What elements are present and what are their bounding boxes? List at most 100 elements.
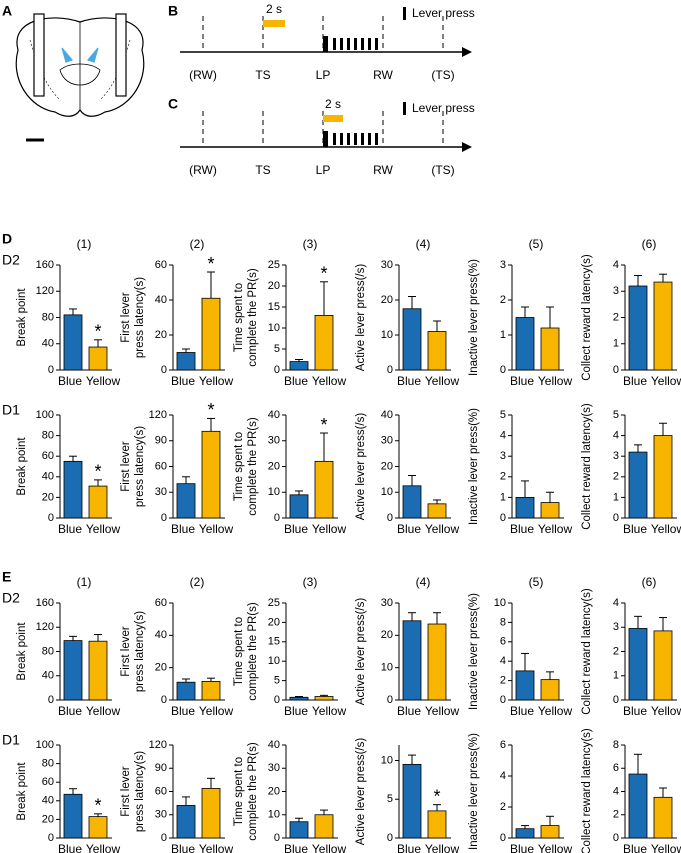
y-tick-label: 2: [500, 471, 506, 483]
y-tick-label: 30: [381, 259, 393, 271]
y-axis-label: Time spent to: [233, 617, 245, 686]
bar: [314, 696, 334, 701]
y-axis-label: press latency(s): [134, 751, 146, 832]
y-axis-label: Active lever press(/s): [355, 738, 367, 846]
y-tick-label: 1: [500, 491, 506, 503]
y-tick-label: 4: [500, 430, 506, 442]
y-tick-label: 10: [268, 486, 280, 498]
bar: [314, 814, 334, 839]
x-tick-label: Yellow: [651, 842, 681, 853]
bar: [540, 502, 560, 519]
event-label: LP: [316, 163, 331, 177]
bar: [515, 317, 535, 371]
legend-press: [403, 102, 406, 115]
panel-label: D: [2, 231, 12, 247]
y-tick-label: 0: [500, 512, 506, 524]
x-tick-label: Blue: [623, 704, 647, 718]
bar: [289, 361, 309, 371]
x-tick-label: Yellow: [86, 374, 121, 388]
y-tick-label: 4: [500, 655, 506, 667]
bar: [289, 696, 309, 701]
duration-label: 2 s: [325, 97, 341, 111]
y-tick-label: 10: [268, 809, 280, 821]
y-axis-label: Collect reward latency(s): [581, 588, 593, 715]
bar: [628, 451, 648, 519]
column-label: (1): [77, 575, 92, 589]
press-tick: [368, 133, 371, 145]
y-tick-label: 0: [613, 512, 619, 524]
y-tick-label: 0: [48, 512, 54, 524]
bar: [63, 460, 83, 519]
y-tick-label: 0: [48, 694, 54, 706]
row-label: D1: [2, 732, 20, 748]
y-tick-label: 20: [381, 294, 393, 306]
event-label: (TS): [431, 68, 454, 82]
x-tick-label: Blue: [397, 842, 421, 853]
y-tick-label: 80: [42, 430, 54, 442]
bar: [653, 796, 673, 839]
x-tick-label: Blue: [397, 374, 421, 388]
y-tick-label: 20: [268, 616, 280, 628]
y-tick-label: 0: [274, 512, 280, 524]
y-axis-label: Time spent to: [233, 283, 245, 352]
row-label: D1: [2, 402, 20, 418]
x-tick-label: Yellow: [312, 704, 347, 718]
y-tick-label: 25: [268, 259, 280, 271]
column-label: (3): [303, 237, 318, 251]
y-axis-label: Active lever press(/s): [355, 264, 367, 372]
y-tick-label: 120: [36, 621, 54, 633]
y-axis-label: First lever: [120, 292, 132, 343]
legend-label: Lever press: [412, 101, 475, 115]
x-tick-label: Blue: [510, 374, 534, 388]
event-label: RW: [373, 68, 393, 82]
y-tick-label: 2: [613, 471, 619, 483]
y-axis-label: First lever: [120, 626, 132, 677]
x-tick-label: Blue: [510, 522, 534, 536]
x-tick-label: Blue: [58, 374, 82, 388]
x-tick-label: Yellow: [86, 842, 121, 853]
y-tick-label: 40: [268, 739, 280, 751]
y-tick-label: 15: [268, 301, 280, 313]
press-tick: [333, 38, 336, 50]
bar: [515, 670, 535, 701]
bar: [176, 681, 196, 701]
significance: *: [207, 254, 214, 274]
bar: [540, 679, 560, 701]
x-tick-label: Yellow: [651, 522, 681, 536]
bar: [63, 640, 83, 701]
x-tick-label: Blue: [623, 522, 647, 536]
y-tick-label: 100: [36, 739, 54, 751]
y-tick-label: 4: [613, 597, 619, 609]
y-tick-label: 5: [274, 343, 280, 355]
y-axis-label: Break point: [16, 437, 28, 496]
x-tick-label: Blue: [171, 842, 195, 853]
y-tick-label: 120: [36, 285, 54, 297]
y-tick-label: 160: [36, 259, 54, 271]
press-tick: [340, 133, 343, 145]
bar: [88, 346, 108, 371]
bar: [63, 793, 83, 839]
y-tick-label: 2: [613, 645, 619, 657]
press-tick: [354, 38, 357, 50]
bar: [515, 496, 535, 519]
bar: [314, 314, 334, 371]
arrow-head: [462, 142, 472, 152]
y-tick-label: 5: [613, 409, 619, 421]
y-axis-label: Break point: [16, 288, 28, 347]
y-tick-label: 90: [155, 435, 167, 447]
x-tick-label: Blue: [284, 374, 308, 388]
bar: [628, 773, 648, 839]
y-tick-label: 3: [500, 259, 506, 271]
y-tick-label: 30: [155, 809, 167, 821]
y-tick-label: 20: [381, 629, 393, 641]
y-axis-label: First lever: [120, 441, 132, 492]
y-tick-label: 20: [42, 491, 54, 503]
column-label: (5): [529, 237, 544, 251]
press-tick: [333, 133, 336, 145]
y-tick-label: 30: [155, 486, 167, 498]
y-tick-label: 20: [381, 460, 393, 472]
event-label: (TS): [431, 163, 454, 177]
panel-label: A: [2, 3, 12, 19]
y-axis-label: Collect reward latency(s): [581, 254, 593, 381]
y-tick-label: 1: [613, 338, 619, 350]
